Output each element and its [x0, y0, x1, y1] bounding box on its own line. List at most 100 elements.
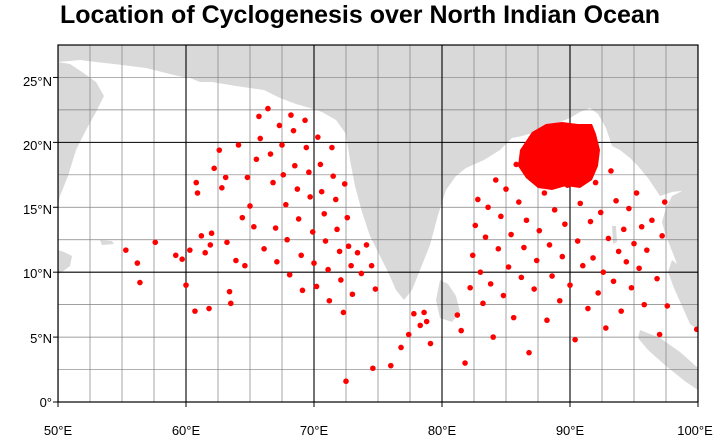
genesis-point — [261, 246, 267, 252]
genesis-point — [482, 234, 489, 240]
genesis-point — [554, 160, 560, 166]
genesis-point — [546, 242, 553, 248]
genesis-point — [693, 326, 698, 333]
genesis-point — [193, 179, 200, 186]
genesis-point — [198, 233, 205, 239]
genesis-point — [208, 230, 215, 237]
genesis-point — [510, 314, 517, 321]
genesis-point — [480, 300, 486, 307]
genesis-point — [134, 260, 141, 266]
genesis-point — [644, 247, 650, 253]
genesis-point — [276, 122, 283, 129]
genesis-point — [636, 265, 642, 272]
genesis-point — [595, 290, 601, 296]
x-tick-label: 80°E — [428, 423, 457, 438]
genesis-point — [187, 247, 193, 253]
genesis-point — [467, 284, 473, 291]
genesis-point — [315, 134, 321, 140]
genesis-point — [580, 262, 586, 269]
genesis-point — [549, 273, 555, 279]
genesis-point — [206, 305, 212, 312]
genesis-point — [618, 308, 624, 314]
genesis-point — [343, 378, 349, 385]
genesis-point — [363, 242, 370, 248]
genesis-point — [307, 194, 313, 200]
genesis-point — [592, 179, 599, 186]
genesis-points — [123, 105, 698, 385]
genesis-point — [235, 142, 242, 148]
genesis-point — [659, 233, 665, 239]
genesis-point — [597, 209, 604, 216]
genesis-point — [226, 288, 233, 295]
y-tick-label: 25°N — [23, 74, 52, 89]
genesis-point — [469, 252, 476, 259]
genesis-point — [518, 274, 525, 281]
genesis-point — [368, 262, 375, 269]
genesis-point — [427, 340, 434, 347]
genesis-point — [582, 165, 589, 172]
genesis-point — [329, 144, 335, 151]
genesis-point — [274, 258, 280, 265]
genesis-point — [137, 279, 143, 286]
genesis-point — [311, 260, 317, 266]
genesis-point — [500, 292, 507, 299]
genesis-point — [608, 168, 614, 174]
genesis-point — [336, 248, 343, 255]
genesis-point — [533, 257, 540, 264]
genesis-point — [615, 248, 622, 255]
genesis-point — [309, 229, 316, 235]
genesis-point — [224, 239, 230, 246]
genesis-point — [192, 308, 198, 314]
genesis-point — [179, 256, 185, 263]
genesis-point — [172, 252, 179, 259]
genesis-point — [458, 327, 465, 334]
genesis-point — [472, 222, 479, 229]
genesis-point — [244, 174, 251, 181]
genesis-point — [475, 196, 481, 203]
y-tick-label: 20°N — [23, 138, 52, 153]
genesis-point — [574, 238, 581, 244]
genesis-point — [294, 186, 301, 192]
land-arabia — [58, 62, 104, 205]
genesis-point — [292, 162, 298, 169]
genesis-point — [267, 151, 274, 157]
genesis-point — [321, 210, 328, 217]
genesis-point — [503, 186, 509, 192]
y-tick-label: 15°N — [23, 202, 52, 217]
genesis-point — [600, 269, 607, 275]
genesis-point — [202, 249, 208, 256]
genesis-point — [523, 217, 530, 224]
genesis-point — [288, 112, 294, 118]
genesis-point — [495, 246, 502, 252]
x-tick-label: 60°E — [172, 423, 201, 438]
genesis-point — [487, 281, 494, 287]
genesis-point — [284, 236, 290, 243]
genesis-point — [423, 318, 430, 325]
genesis-point — [633, 190, 640, 196]
genesis-point — [490, 334, 497, 340]
genesis-point — [569, 131, 576, 138]
genesis-point — [247, 203, 253, 209]
genesis-point — [318, 188, 325, 195]
genesis-point — [330, 173, 337, 179]
land-indochina — [662, 176, 698, 300]
genesis-point — [279, 142, 285, 148]
genesis-point — [325, 266, 331, 273]
genesis-point — [183, 282, 189, 288]
genesis-point — [498, 213, 504, 220]
genesis-point — [544, 317, 550, 324]
genesis-point — [567, 282, 573, 288]
genesis-point — [513, 161, 520, 168]
genesis-point — [626, 205, 632, 212]
genesis-point — [370, 365, 376, 372]
genesis-point — [613, 197, 619, 204]
genesis-point — [508, 231, 514, 238]
y-tick-label: 5°N — [30, 331, 52, 346]
genesis-point — [638, 223, 645, 230]
genesis-point — [521, 244, 527, 251]
genesis-point — [349, 291, 356, 298]
x-tick-label: 100°E — [677, 423, 713, 438]
genesis-point — [265, 105, 271, 112]
genesis-point — [340, 309, 347, 316]
